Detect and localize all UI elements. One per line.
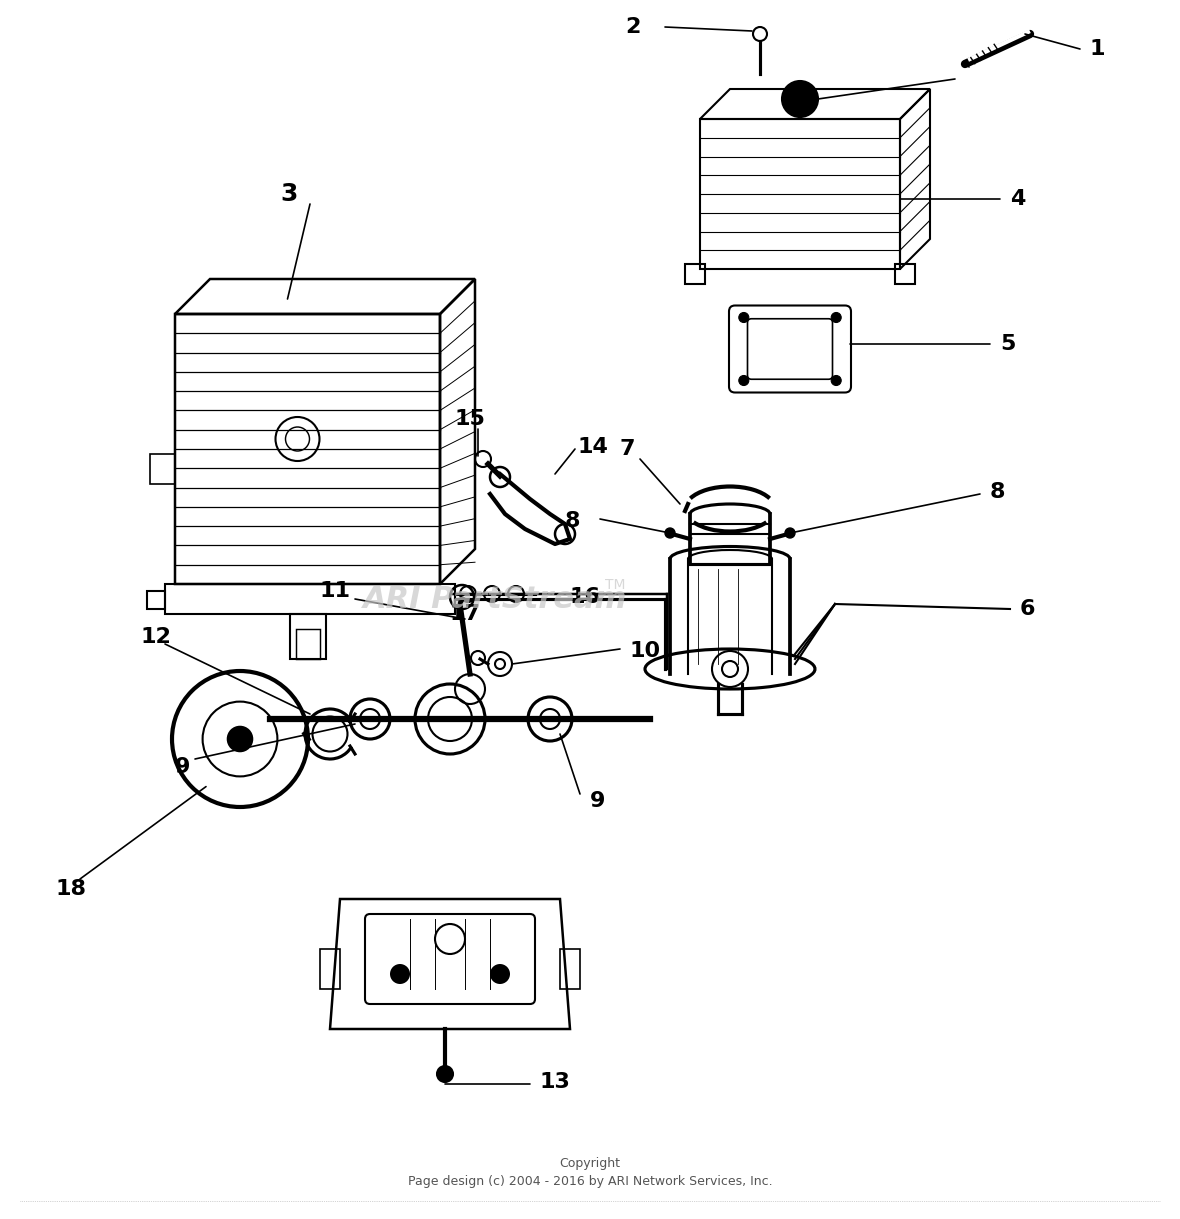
Text: 4: 4: [1010, 189, 1025, 208]
Text: 13: 13: [540, 1072, 571, 1092]
Text: 3: 3: [280, 182, 297, 206]
Bar: [150, 453, 175, 484]
Text: 12: 12: [140, 627, 171, 647]
Text: 18: 18: [55, 879, 86, 898]
Circle shape: [666, 528, 675, 538]
Bar: [894, 265, 915, 284]
Bar: [560, 950, 581, 989]
Text: 10: 10: [630, 641, 661, 661]
Text: 2: 2: [625, 17, 641, 37]
Bar: [289, 614, 326, 659]
Text: 5: 5: [999, 334, 1015, 354]
Bar: [148, 591, 165, 610]
Text: 7: 7: [620, 439, 636, 460]
Text: 9: 9: [175, 757, 190, 777]
Text: 14: 14: [578, 436, 609, 457]
Text: 8: 8: [564, 511, 581, 531]
Bar: [320, 950, 340, 989]
Text: 8: 8: [990, 482, 1005, 502]
Text: 16: 16: [570, 588, 601, 607]
Circle shape: [739, 312, 749, 323]
Circle shape: [739, 375, 749, 385]
Text: TM: TM: [605, 578, 625, 591]
Text: 9: 9: [590, 791, 605, 811]
Circle shape: [831, 312, 841, 323]
Text: Copyright: Copyright: [559, 1158, 621, 1170]
Circle shape: [782, 80, 818, 117]
Text: 6: 6: [1020, 599, 1036, 619]
Text: ARI PartStream: ARI PartStream: [363, 585, 628, 614]
Text: 15: 15: [455, 410, 486, 429]
Bar: [686, 265, 704, 284]
Text: 1: 1: [1090, 39, 1106, 59]
Circle shape: [391, 964, 409, 984]
Circle shape: [228, 727, 253, 751]
Circle shape: [490, 964, 510, 984]
Circle shape: [785, 528, 795, 538]
Circle shape: [437, 1065, 453, 1082]
Text: Page design (c) 2004 - 2016 by ARI Network Services, Inc.: Page design (c) 2004 - 2016 by ARI Netwo…: [407, 1174, 773, 1187]
Circle shape: [831, 375, 841, 385]
Bar: [295, 629, 320, 659]
Text: 11: 11: [320, 581, 350, 601]
Text: 17: 17: [450, 603, 481, 624]
